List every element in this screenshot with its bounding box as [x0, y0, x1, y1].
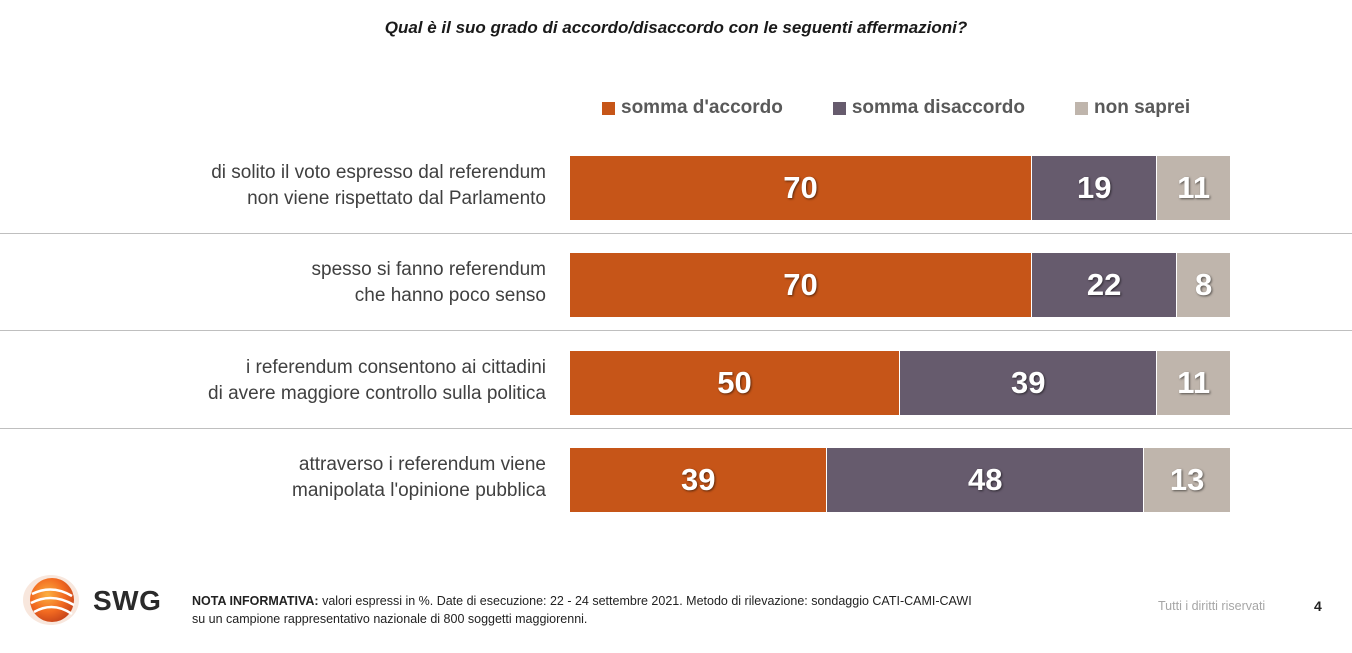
- row-divider: [0, 428, 1352, 429]
- row-divider: [0, 330, 1352, 331]
- swg-logo-icon: [23, 575, 79, 625]
- bar-row-1-accordo: 70: [570, 156, 1032, 220]
- rights-text: Tutti i diritti riservati: [1158, 599, 1266, 613]
- bar-row-2: 70 22 8: [570, 253, 1230, 317]
- bar-row-4-disaccordo: 48: [827, 448, 1145, 512]
- note-text-1: valori espressi in %. Date di esecuzione…: [318, 594, 972, 608]
- legend-swatch-disaccordo: [832, 101, 846, 115]
- bar-row-2-accordo: 70: [570, 253, 1032, 317]
- bar-row-4-non-saprei: 13: [1144, 448, 1230, 512]
- legend-label-disaccordo: somma disaccordo: [851, 97, 1026, 118]
- bar-row-3-non-saprei: 11: [1157, 351, 1230, 415]
- legend-swatch-non-saprei: [1075, 101, 1089, 115]
- legend-label-accordo: somma d'accordo: [621, 97, 783, 118]
- note-label: NOTA INFORMATIVA:: [192, 594, 319, 608]
- bar-row-1: 70 19 11: [570, 156, 1230, 220]
- bar-row-4-accordo: 39: [570, 448, 828, 512]
- chart-legend: somma d'accordo somma disaccordo non sap…: [602, 96, 1190, 120]
- legend-item-accordo: somma d'accordo: [602, 97, 783, 119]
- row-label-4-line2: manipolata l'opinione pubblica: [292, 480, 546, 501]
- row-label-4: attraverso i referendum viene manipolata…: [100, 452, 546, 504]
- bar-row-3: 50 39 11: [570, 351, 1230, 415]
- row-label-1: di solito il voto espresso dal referendu…: [100, 160, 546, 212]
- row-label-3: i referendum consentono ai cittadini di …: [100, 355, 546, 407]
- legend-swatch-accordo: [602, 101, 615, 115]
- legend-item-non-saprei: non saprei: [1075, 97, 1190, 119]
- row-label-4-line1: attraverso i referendum viene: [298, 454, 546, 475]
- footer-note: NOTA INFORMATIVA: valori espressi in %. …: [192, 592, 1072, 628]
- bar-row-2-non-saprei: 8: [1177, 253, 1230, 317]
- chart-title: Qual è il suo grado di accordo/disaccord…: [384, 18, 968, 37]
- bar-row-2-disaccordo: 22: [1032, 253, 1178, 317]
- row-label-2-line1: spesso si fanno referendum: [311, 259, 546, 280]
- bar-row-1-disaccordo: 19: [1032, 156, 1158, 220]
- row-label-3-line1: i referendum consentono ai cittadini: [246, 357, 546, 378]
- bar-row-3-disaccordo: 39: [900, 351, 1158, 415]
- row-label-2-line2: che hanno poco senso: [354, 285, 546, 306]
- brand-name: SWG: [93, 585, 162, 616]
- row-label-1-line2: non viene rispettato dal Parlamento: [247, 188, 546, 209]
- legend-item-disaccordo: somma disaccordo: [832, 97, 1026, 119]
- footer-note-line1: NOTA INFORMATIVA: valori espressi in %. …: [192, 592, 1072, 610]
- row-label-1-line1: di solito il voto espresso dal referendu…: [211, 162, 546, 183]
- legend-label-non-saprei: non saprei: [1094, 97, 1191, 118]
- row-label-3-line2: di avere maggiore controllo sulla politi…: [208, 383, 546, 404]
- bar-row-4: 39 48 13: [570, 448, 1230, 512]
- bar-row-1-non-saprei: 11: [1157, 156, 1230, 220]
- bar-row-3-accordo: 50: [570, 351, 900, 415]
- row-label-2: spesso si fanno referendum che hanno poc…: [100, 257, 546, 309]
- page-number: 4: [1314, 598, 1322, 614]
- row-divider: [0, 233, 1352, 234]
- footer-note-line2: su un campione rappresentativo nazionale…: [192, 612, 588, 626]
